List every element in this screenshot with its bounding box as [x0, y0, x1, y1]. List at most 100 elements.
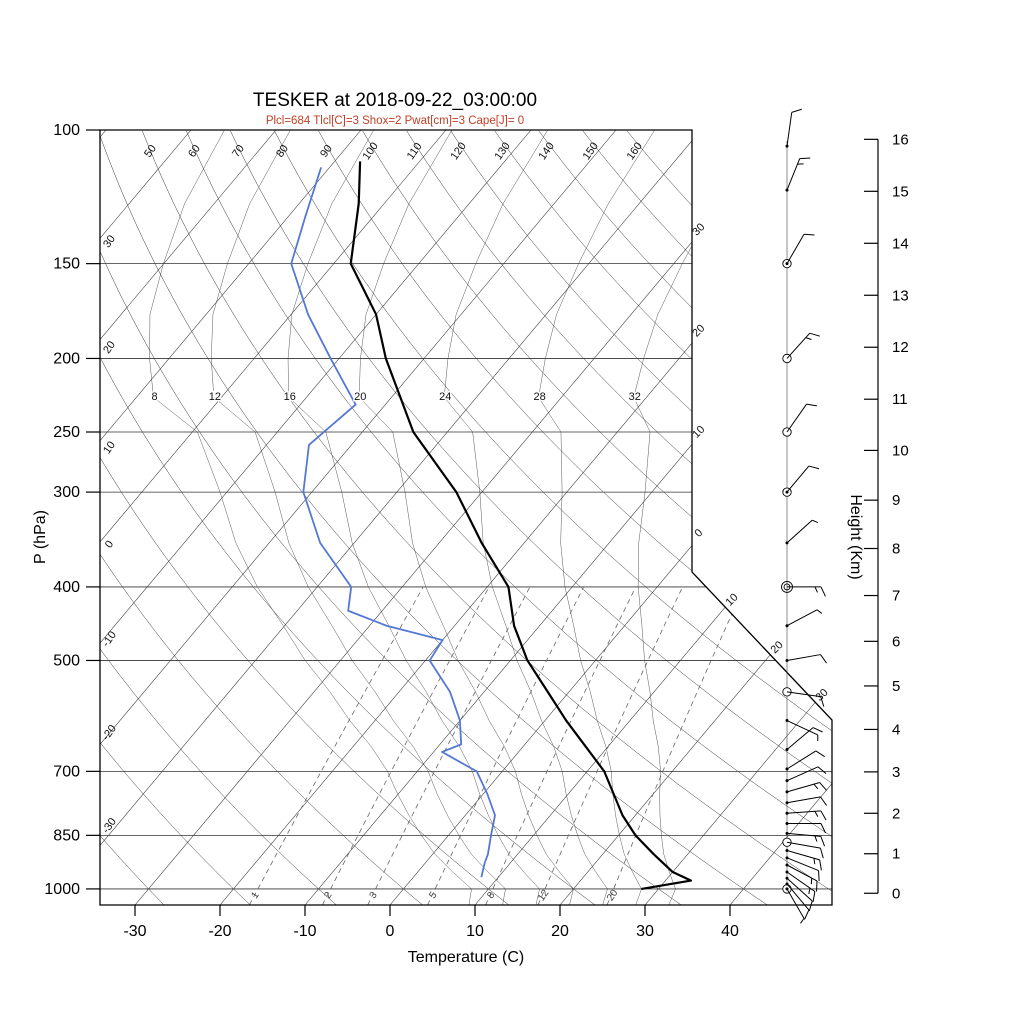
pressure-tick-label: 200	[53, 350, 80, 367]
y-axis-label-height: Height (Km)	[847, 494, 864, 579]
wind-barb	[785, 727, 823, 751]
wind-barb	[785, 863, 818, 892]
svg-text:10: 10	[101, 439, 118, 456]
dry-adiabat-lines	[100, 130, 832, 905]
wind-barb	[785, 810, 827, 821]
svg-text:3: 3	[368, 890, 380, 901]
svg-text:50: 50	[142, 143, 159, 160]
svg-text:5: 5	[427, 890, 439, 901]
wind-barb	[785, 782, 828, 794]
pressure-tick-label: 1000	[44, 881, 80, 898]
svg-text:30: 30	[101, 233, 118, 250]
svg-text:0: 0	[692, 527, 705, 540]
temperature-tick-label: -20	[208, 923, 231, 940]
svg-text:16: 16	[284, 391, 296, 403]
svg-text:20: 20	[690, 322, 707, 339]
height-tick-label: 14	[892, 235, 909, 252]
wind-barb	[785, 609, 823, 628]
wind-barb	[785, 108, 802, 148]
svg-text:32: 32	[629, 391, 641, 403]
height-tick-label: 5	[892, 678, 900, 695]
wind-barb	[781, 580, 826, 597]
svg-text:12: 12	[209, 391, 221, 403]
svg-text:70: 70	[230, 143, 247, 160]
svg-text:150: 150	[581, 140, 601, 162]
temperature-tick-label: 20	[551, 923, 569, 940]
pressure-gridlines	[100, 130, 832, 890]
svg-text:20: 20	[101, 339, 118, 356]
wind-barb	[782, 837, 824, 859]
isotherm-lines	[100, 130, 832, 905]
svg-text:24: 24	[439, 391, 451, 403]
svg-text:130: 130	[493, 140, 513, 162]
skewt-background	[100, 130, 832, 905]
svg-text:20: 20	[769, 639, 786, 656]
height-tick-label: 11	[892, 391, 908, 408]
svg-text:80: 80	[274, 143, 291, 160]
wind-barb	[785, 519, 819, 545]
y-axis-label-pressure: P (hPa)	[32, 510, 49, 564]
wind-barb	[785, 766, 827, 783]
grid-labels: 50 60 70 80 90 100 110 120 130 140 150 1603020100-1…	[100, 140, 831, 903]
wind-barbs-column	[781, 108, 828, 924]
height-tick-label: 13	[892, 287, 909, 304]
dewpoint-curve	[290, 167, 496, 878]
plot-border	[99, 129, 833, 906]
x-axis-label: Temperature (C)	[408, 949, 524, 966]
height-tick-label: 6	[892, 633, 900, 650]
wind-barb	[782, 465, 820, 497]
svg-text:90: 90	[318, 143, 335, 160]
sounding-profiles	[290, 161, 693, 891]
svg-text:-30: -30	[100, 816, 119, 836]
height-tick-label: 0	[892, 885, 900, 902]
temperature-tick-label: 30	[636, 923, 654, 940]
pressure-tick-label: 850	[53, 827, 80, 844]
mixing-ratio-lines	[249, 586, 745, 905]
wind-barb	[785, 796, 827, 806]
wind-barb	[785, 876, 813, 912]
temperature-tick-label: 10	[466, 923, 484, 940]
temperature-tick-label: -30	[123, 923, 146, 940]
pressure-tick-label: 300	[53, 484, 80, 501]
svg-text:28: 28	[533, 391, 545, 403]
svg-text:2: 2	[322, 890, 334, 901]
svg-text:-10: -10	[100, 629, 119, 649]
wind-barb	[785, 654, 827, 664]
wind-barb	[785, 719, 819, 741]
wind-barb	[785, 849, 822, 871]
wind-barb	[785, 856, 820, 882]
svg-text:1: 1	[249, 890, 261, 901]
wind-barb	[785, 882, 810, 920]
svg-text:30: 30	[690, 221, 707, 238]
svg-text:12: 12	[536, 887, 552, 903]
height-tick-label: 9	[892, 492, 900, 509]
height-tick-label: 12	[892, 339, 909, 356]
height-tick-label: 4	[892, 721, 900, 738]
wind-barb	[785, 822, 826, 834]
moist-adiabat-lines	[149, 130, 763, 905]
height-tick-label: 2	[892, 805, 900, 822]
height-tick-label: 3	[892, 764, 900, 781]
svg-text:160: 160	[625, 140, 645, 162]
pressure-tick-label: 250	[53, 424, 80, 441]
svg-text:20: 20	[354, 391, 366, 403]
wind-barb	[785, 870, 816, 902]
height-tick-label: 10	[892, 442, 909, 459]
svg-text:120: 120	[449, 140, 469, 162]
height-tick-label: 16	[892, 131, 909, 148]
temperature-tick-label: 40	[721, 923, 739, 940]
svg-text:8: 8	[485, 890, 497, 901]
pressure-tick-label: 500	[53, 652, 80, 669]
height-tick-label: 8	[892, 541, 900, 558]
pressure-tick-label: 150	[53, 256, 80, 273]
height-tick-label: 15	[892, 183, 909, 200]
svg-text:8: 8	[151, 391, 157, 403]
svg-text:10: 10	[724, 591, 741, 608]
svg-text:10: 10	[690, 424, 707, 441]
pressure-tick-label: 400	[53, 579, 80, 596]
wind-barb	[785, 750, 825, 771]
temperature-curve	[349, 161, 693, 891]
